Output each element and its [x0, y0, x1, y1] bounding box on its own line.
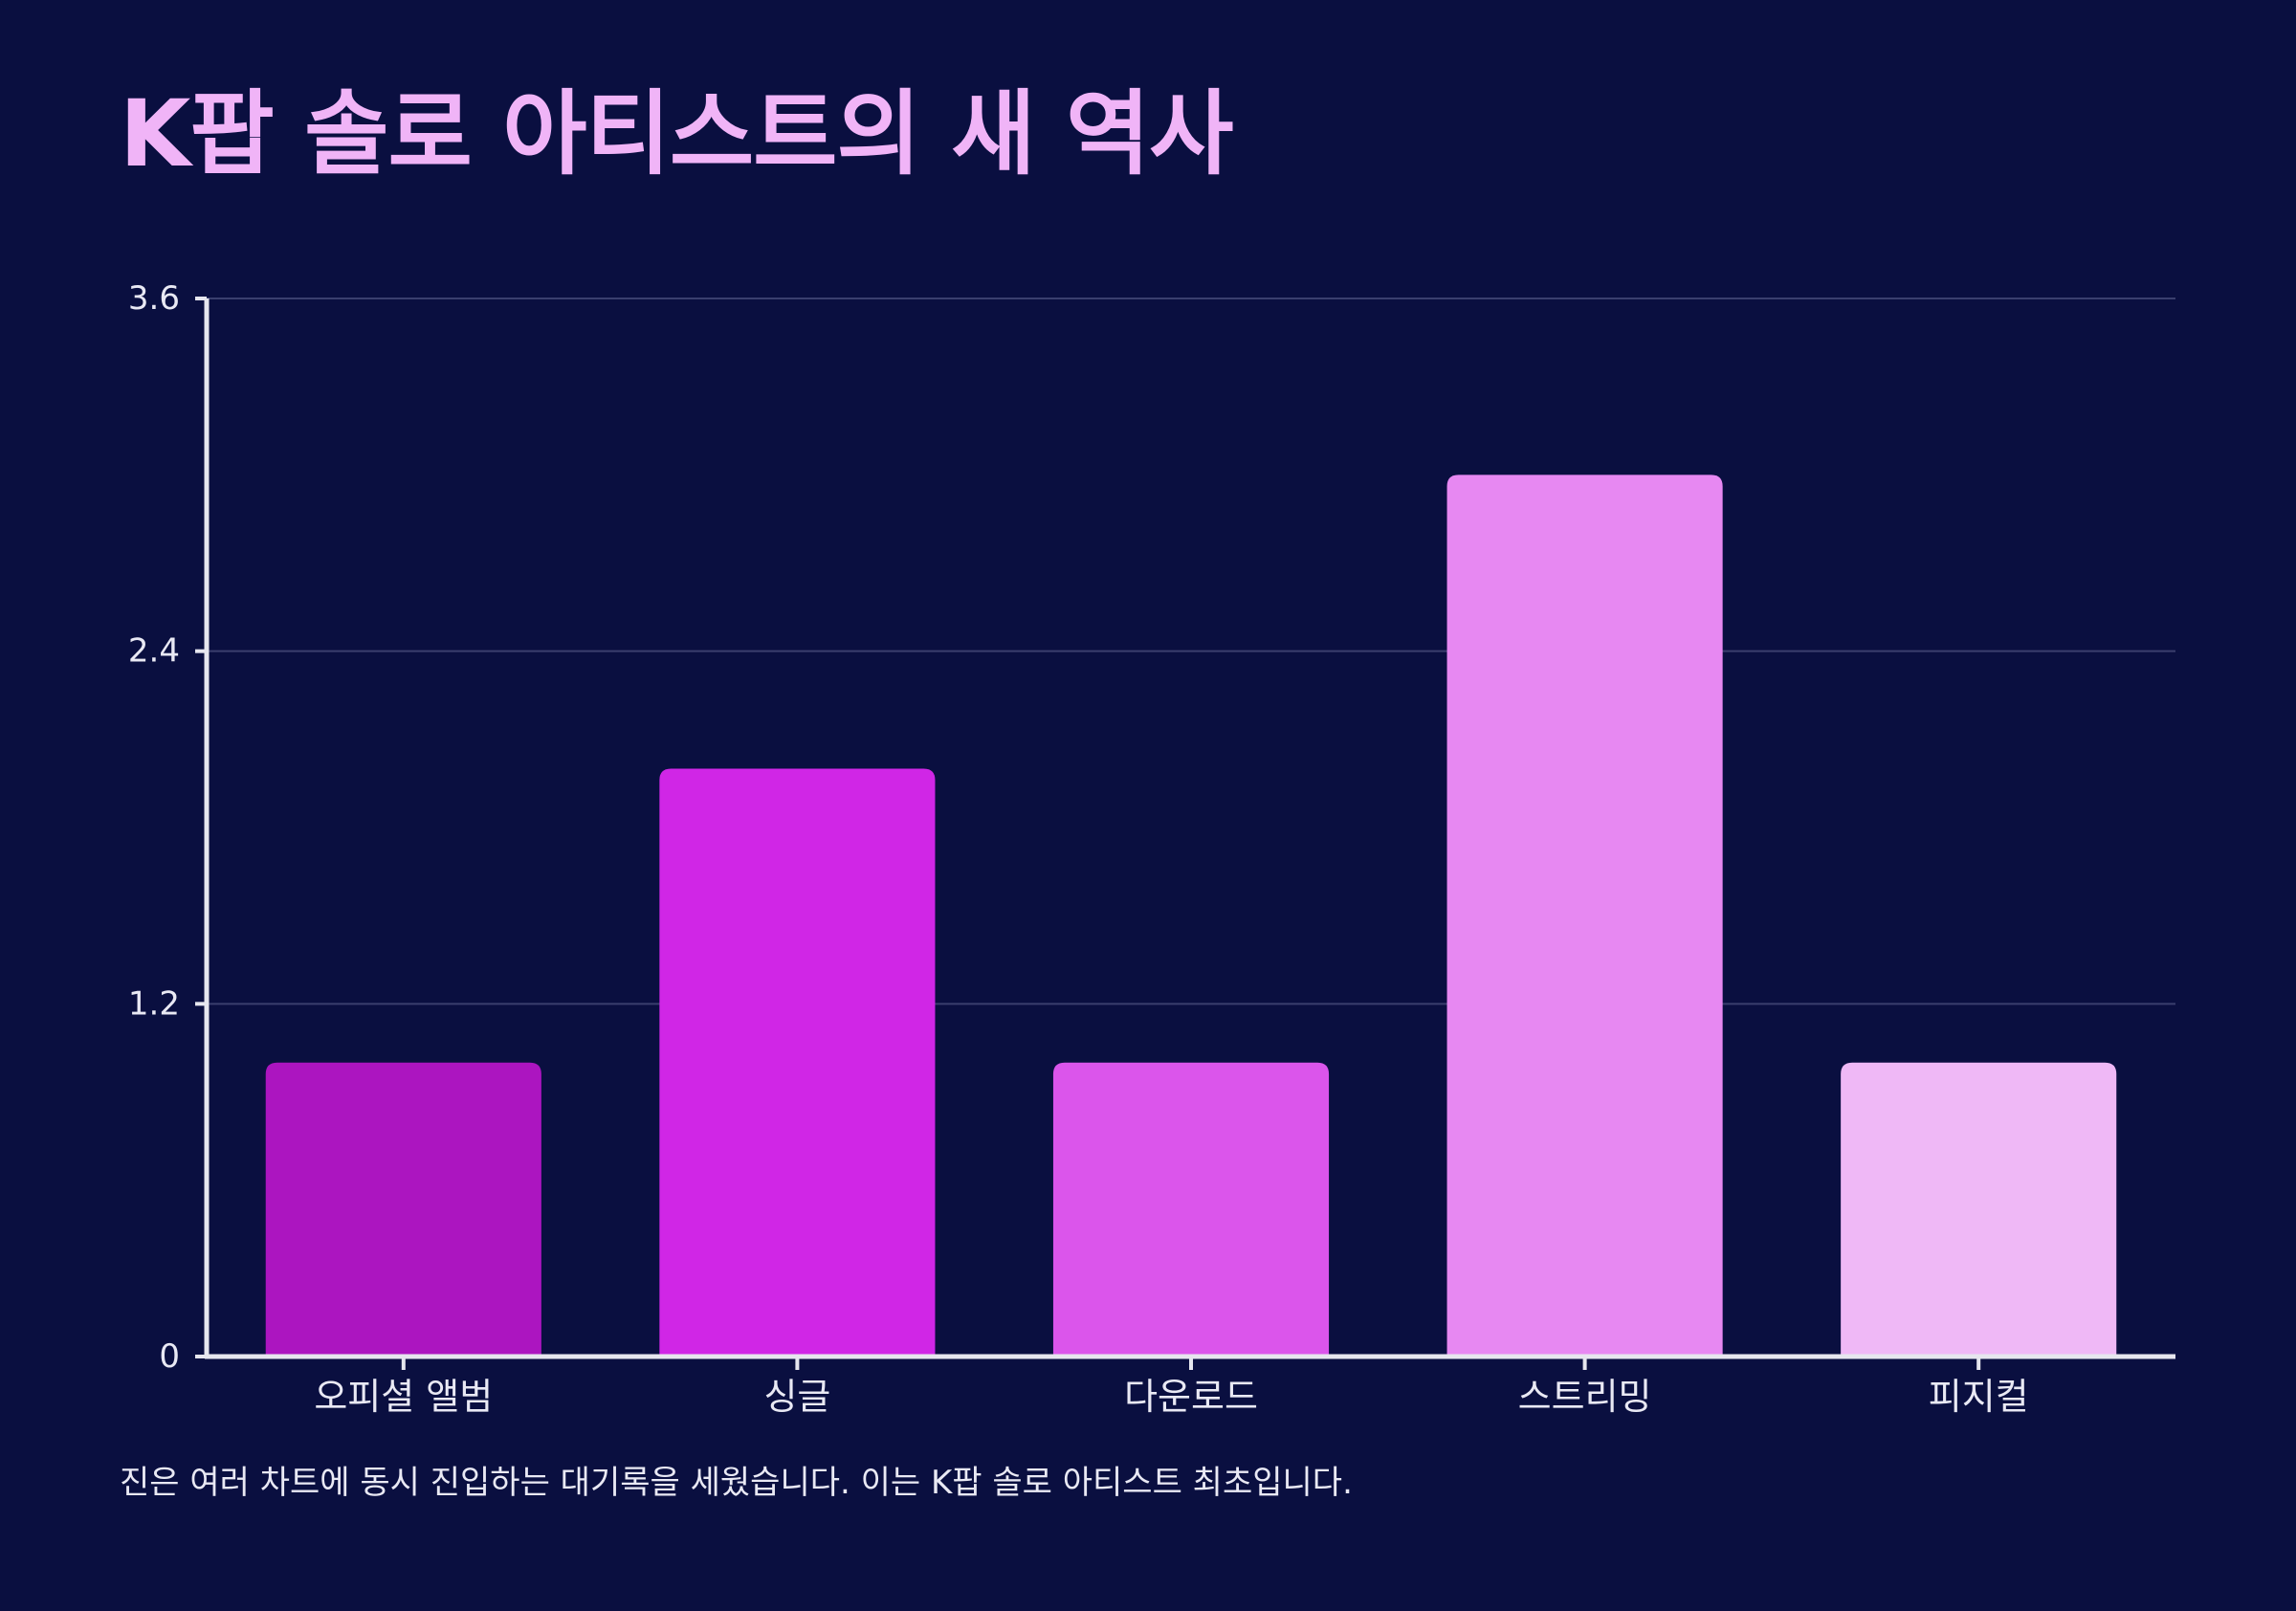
tick-labels: 0 1.2 2.4 3.6 오피셜 앨범 싱글 다운로드 스트리밍 피지컬: [128, 279, 2029, 1418]
bar-2: [659, 768, 936, 1357]
y-tick-label: 0: [159, 1337, 180, 1376]
bar-3: [1052, 1062, 1330, 1357]
x-tick-label: 싱글: [763, 1376, 830, 1418]
y-tick-label: 3.6: [128, 279, 180, 318]
bar-4: [1446, 474, 1723, 1357]
y-tick-label: 1.2: [128, 984, 180, 1023]
chart-caption: 진은 여러 차트에 동시 진입하는 대기록을 세웠습니다. 이는 K팝 솔로 아…: [120, 1464, 1353, 1502]
x-tick-label: 다운로드: [1124, 1376, 1258, 1418]
gridlines: [207, 298, 2175, 1005]
y-tick-label: 2.4: [128, 632, 180, 671]
x-tick-label: 오피셜 앨범: [314, 1376, 493, 1418]
x-tick-label: 스트리밍: [1518, 1376, 1652, 1418]
bar-1: [265, 1062, 541, 1357]
bar-5: [1841, 1062, 2117, 1357]
chart-title: K팝 솔로 아티스트의 새 역사: [120, 80, 1234, 188]
axes: [195, 297, 2175, 1370]
bars: [265, 474, 2117, 1357]
x-tick-label: 피지컬: [1929, 1376, 2029, 1418]
